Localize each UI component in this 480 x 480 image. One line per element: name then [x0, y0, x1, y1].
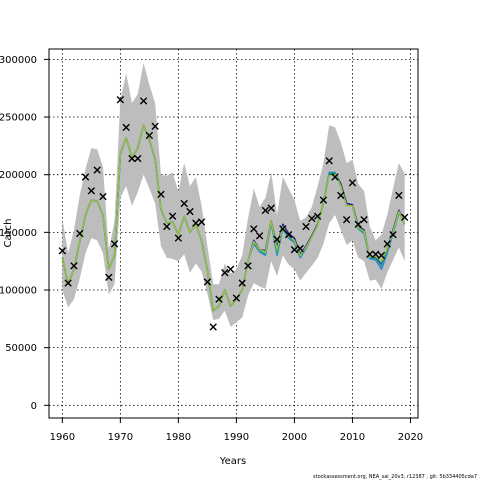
estimate-lines-layer — [61, 124, 406, 312]
observed-point — [238, 279, 246, 287]
x-tick-label: 1970 — [108, 432, 133, 443]
y-axis: 0 50000 100000 150000 200000 250000 300000 — [0, 55, 49, 412]
observed-point — [290, 245, 299, 254]
estimate-line-4 — [61, 124, 406, 312]
observed-point — [371, 250, 380, 258]
observed-point — [244, 262, 252, 270]
observed-point — [319, 196, 328, 204]
observed-point — [151, 122, 159, 130]
observed-point — [267, 204, 275, 212]
observed-point — [296, 244, 304, 253]
observed-point — [134, 154, 142, 163]
confidence-band-layer — [62, 62, 405, 327]
observed-point — [145, 131, 154, 140]
observed-points-layer — [58, 96, 409, 331]
observed-point — [209, 323, 217, 331]
y-tick-label: 200000 — [0, 170, 37, 181]
observed-point — [273, 235, 281, 243]
observed-point — [70, 262, 78, 270]
x-tick-label: 2000 — [282, 432, 307, 443]
observed-point — [139, 97, 148, 105]
observed-point — [360, 215, 368, 224]
x-axis-title: Years — [219, 456, 246, 467]
observed-point — [325, 157, 333, 165]
footer-credit: stockassessment.org, NEA_sai_20v3, r1238… — [313, 474, 477, 480]
observed-point — [157, 190, 165, 198]
observed-point — [279, 225, 287, 233]
y-tick-label: 100000 — [0, 286, 37, 297]
observed-point — [226, 265, 235, 273]
observed-point — [93, 166, 101, 174]
observed-point — [215, 295, 223, 303]
y-tick-label: 0 — [31, 401, 37, 412]
y-tick-label: 250000 — [0, 113, 37, 124]
x-axis: 1960 1970 1980 1990 2000 2010 2020 — [50, 418, 423, 443]
observed-point — [186, 207, 194, 216]
observed-point — [383, 240, 391, 248]
y-tick-label: 150000 — [0, 228, 37, 239]
observed-point — [395, 191, 403, 200]
x-tick-label: 2010 — [340, 432, 365, 443]
x-tick-label: 1990 — [224, 432, 249, 443]
observed-point — [174, 234, 183, 242]
observed-point — [348, 179, 357, 187]
observed-point — [377, 251, 386, 260]
y-tick-label: 50000 — [5, 343, 37, 354]
observed-point — [64, 279, 72, 287]
y-tick-label: 300000 — [0, 55, 37, 66]
observed-point — [366, 250, 374, 258]
plot-frame — [48, 48, 419, 419]
observed-point — [128, 154, 136, 163]
observed-point — [105, 273, 113, 282]
observed-point — [261, 206, 270, 215]
observed-point — [354, 220, 362, 228]
observed-point — [203, 278, 212, 286]
x-tick-label: 1960 — [50, 432, 75, 443]
observed-point — [58, 247, 67, 255]
observed-point — [342, 215, 351, 224]
observed-point — [337, 191, 345, 200]
observed-point — [221, 269, 229, 277]
observed-point — [168, 212, 177, 220]
observed-point — [302, 222, 310, 231]
observed-point — [122, 123, 130, 132]
observed-point — [331, 173, 339, 181]
observed-point — [87, 187, 96, 195]
observed-point — [197, 218, 206, 226]
observed-point — [163, 222, 171, 231]
y-axis-title: Catch — [3, 219, 14, 248]
observed-point — [308, 214, 316, 223]
observed-point — [232, 294, 241, 302]
observed-point — [313, 212, 322, 220]
observed-point — [400, 213, 409, 222]
observed-point — [389, 230, 397, 239]
observed-point — [284, 230, 293, 239]
observed-point — [116, 96, 125, 104]
observed-point — [192, 219, 200, 227]
observed-point — [180, 199, 188, 208]
observed-point — [81, 173, 90, 181]
observed-point — [76, 229, 84, 238]
observed-point — [110, 240, 119, 248]
observed-point — [250, 225, 258, 233]
observed-point — [255, 232, 264, 240]
observed-point — [99, 192, 107, 201]
x-tick-label: 1980 — [166, 432, 191, 443]
x-tick-label: 2020 — [398, 432, 423, 443]
confidence-band — [62, 62, 405, 327]
